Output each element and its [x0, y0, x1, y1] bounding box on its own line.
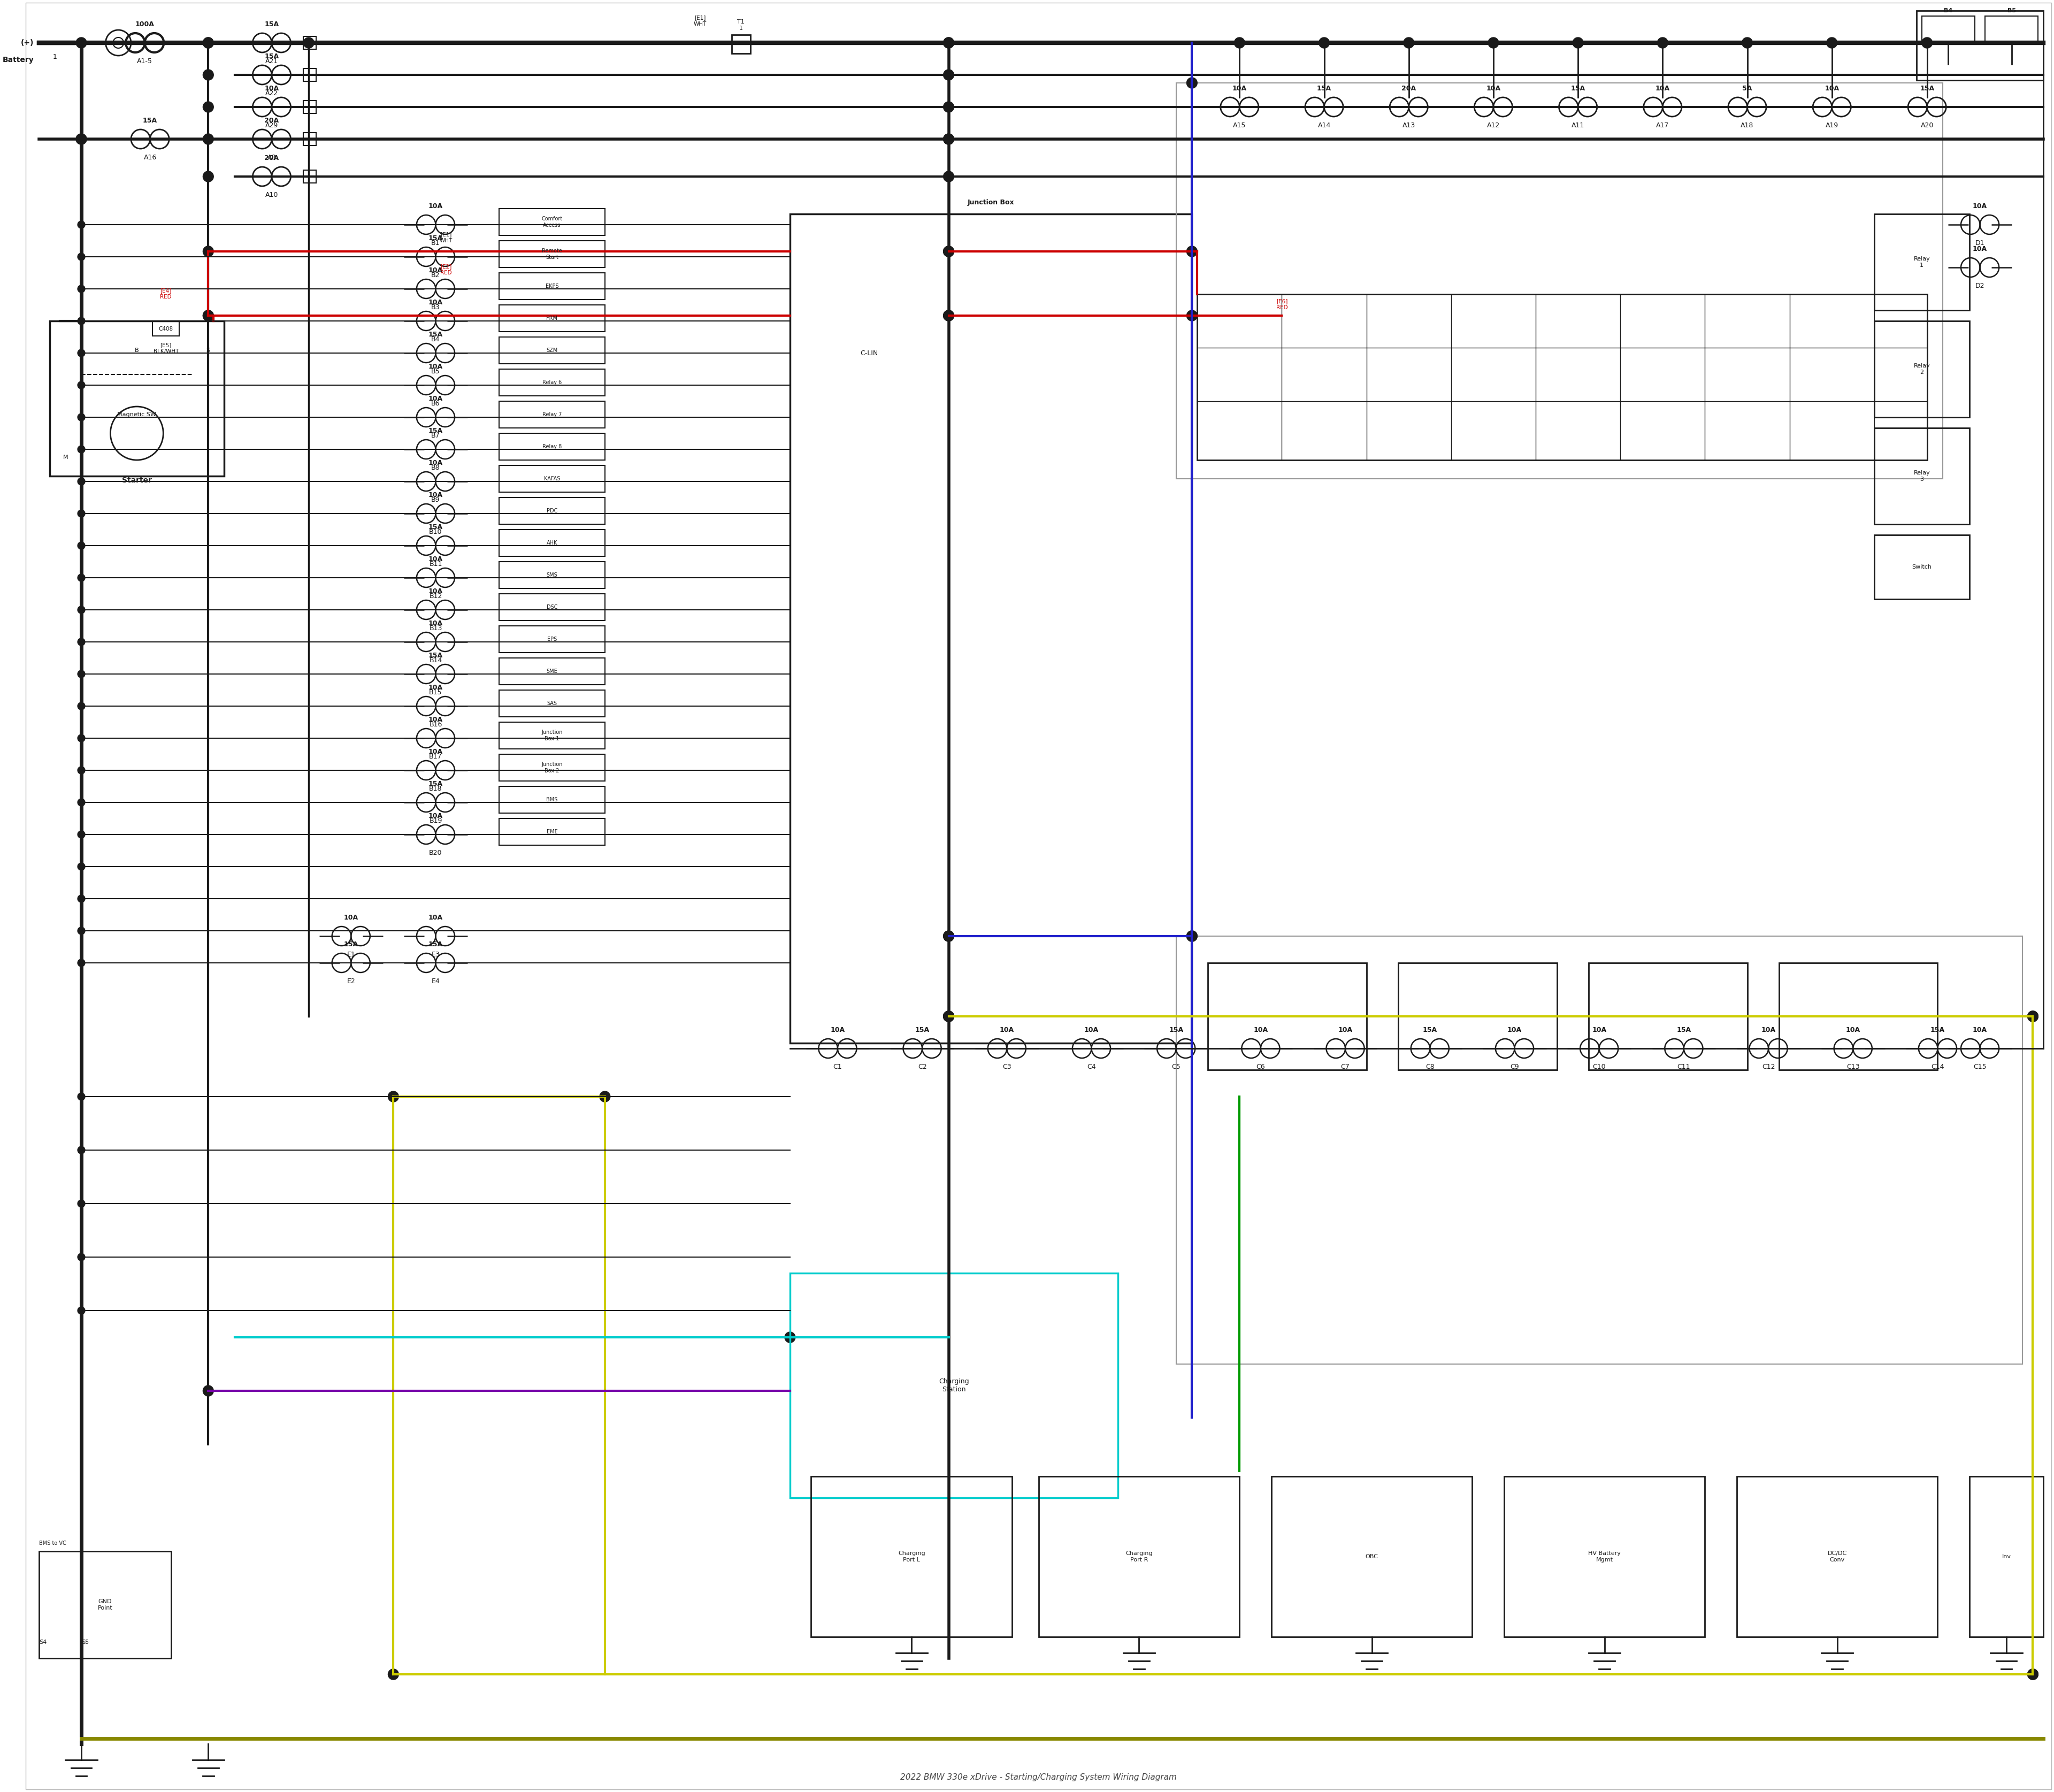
- Text: S4: S4: [39, 1640, 47, 1645]
- Circle shape: [388, 1091, 398, 1102]
- Text: AHK: AHK: [546, 539, 557, 545]
- Text: 10A: 10A: [1592, 1027, 1606, 1034]
- Text: B19: B19: [429, 817, 442, 824]
- Circle shape: [78, 799, 84, 806]
- Text: D2: D2: [1976, 283, 1984, 289]
- Text: 5A: 5A: [1742, 84, 1752, 91]
- Text: KAFAS: KAFAS: [544, 477, 561, 482]
- Bar: [499, 625, 604, 652]
- Text: 10A: 10A: [1000, 1027, 1015, 1034]
- Text: 15A: 15A: [429, 652, 444, 659]
- Circle shape: [78, 1253, 84, 1262]
- Circle shape: [78, 317, 84, 324]
- Circle shape: [943, 70, 953, 81]
- Text: A21: A21: [265, 57, 277, 65]
- Circle shape: [1573, 38, 1584, 48]
- Bar: [1271, 1477, 1473, 1636]
- Bar: [499, 401, 604, 428]
- Text: C10: C10: [1592, 1063, 1606, 1070]
- Text: C6: C6: [1257, 1063, 1265, 1070]
- Circle shape: [78, 1093, 84, 1100]
- Bar: [499, 498, 604, 525]
- Text: 10A: 10A: [1656, 84, 1670, 91]
- Circle shape: [78, 1306, 84, 1314]
- Text: 15A: 15A: [1423, 1027, 1438, 1034]
- Text: Charging
Port L: Charging Port L: [898, 1550, 924, 1563]
- Text: 10A: 10A: [1972, 246, 1986, 253]
- Circle shape: [78, 414, 84, 421]
- Circle shape: [203, 310, 214, 321]
- Circle shape: [78, 831, 84, 839]
- Text: SME: SME: [546, 668, 557, 674]
- Bar: [499, 819, 604, 846]
- Text: B17: B17: [429, 753, 442, 760]
- Circle shape: [1403, 38, 1413, 48]
- Bar: [499, 754, 604, 781]
- Circle shape: [943, 38, 953, 48]
- Text: 15A: 15A: [1931, 1027, 1945, 1034]
- Circle shape: [943, 1011, 953, 1021]
- Text: B20: B20: [429, 849, 442, 857]
- Text: 10A: 10A: [1824, 84, 1838, 91]
- Text: B18: B18: [429, 785, 442, 792]
- Text: A16: A16: [144, 154, 156, 161]
- Text: Battery: Battery: [2, 56, 33, 65]
- Text: 10A: 10A: [429, 299, 444, 306]
- Circle shape: [78, 926, 84, 934]
- Bar: [49, 321, 224, 477]
- Text: 10A: 10A: [429, 267, 444, 274]
- Circle shape: [203, 172, 214, 181]
- Circle shape: [943, 134, 953, 145]
- Text: A20: A20: [1920, 122, 1933, 129]
- Bar: [499, 466, 604, 493]
- Text: C7: C7: [1341, 1063, 1349, 1070]
- Bar: [304, 170, 316, 183]
- Text: SZM: SZM: [546, 348, 559, 353]
- Circle shape: [943, 246, 953, 256]
- Bar: [499, 208, 604, 235]
- Circle shape: [203, 38, 214, 48]
- Bar: [1399, 962, 1557, 1070]
- Text: D1: D1: [1976, 240, 1984, 247]
- Bar: [1873, 428, 1970, 525]
- Circle shape: [1826, 38, 1836, 48]
- Bar: [499, 369, 604, 396]
- Bar: [1923, 16, 1974, 43]
- Text: 15A: 15A: [1676, 1027, 1690, 1034]
- Text: B16: B16: [429, 720, 442, 728]
- Text: Relay
1: Relay 1: [1914, 256, 1931, 267]
- Text: 10A: 10A: [429, 812, 444, 819]
- Text: 10A: 10A: [1232, 84, 1247, 91]
- Bar: [499, 530, 604, 556]
- Text: [E4]
RED: [E4] RED: [160, 289, 173, 299]
- Text: 10A: 10A: [830, 1027, 844, 1034]
- Text: C12: C12: [1762, 1063, 1775, 1070]
- Text: Junction Box: Junction Box: [967, 199, 1015, 206]
- Text: 10A: 10A: [1337, 1027, 1354, 1034]
- Circle shape: [304, 38, 314, 48]
- Circle shape: [78, 606, 84, 613]
- Bar: [499, 305, 604, 332]
- Text: SMS: SMS: [546, 572, 557, 577]
- Text: B5: B5: [431, 367, 440, 375]
- Text: B7: B7: [431, 432, 440, 439]
- Text: A11: A11: [1571, 122, 1584, 129]
- Circle shape: [1187, 930, 1197, 941]
- Circle shape: [943, 310, 953, 321]
- Text: S5: S5: [82, 1640, 88, 1645]
- Circle shape: [1187, 246, 1197, 256]
- Circle shape: [203, 1385, 214, 1396]
- Text: C9: C9: [1510, 1063, 1520, 1070]
- Bar: [811, 1477, 1013, 1636]
- Circle shape: [1187, 77, 1197, 88]
- Circle shape: [2027, 1011, 2038, 1021]
- Text: A12: A12: [1487, 122, 1499, 129]
- Text: B11: B11: [429, 561, 442, 568]
- Circle shape: [78, 638, 84, 645]
- Circle shape: [1658, 38, 1668, 48]
- Text: 10A: 10A: [1487, 84, 1501, 91]
- Circle shape: [203, 102, 214, 113]
- Circle shape: [943, 310, 953, 321]
- Circle shape: [203, 38, 214, 48]
- Circle shape: [1923, 38, 1933, 48]
